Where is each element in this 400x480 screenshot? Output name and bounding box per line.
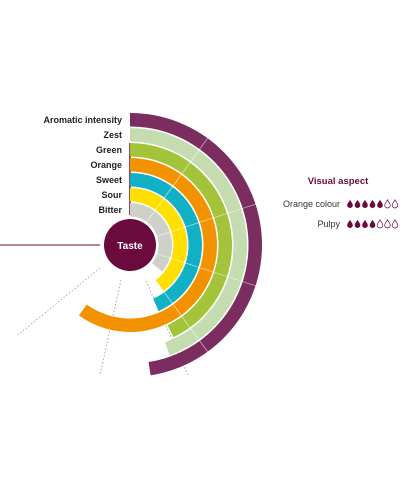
taste-arc — [78, 158, 217, 332]
scale-gridline — [155, 203, 256, 238]
scale-gridlines — [145, 137, 256, 353]
scale-gridline — [145, 137, 208, 224]
drop-filled-icon — [354, 219, 361, 228]
drop-filled-icon — [369, 199, 376, 208]
taste-axis-labels: Aromatic intensity Zest Green Orange Sweet So… — [43, 115, 122, 215]
taste-axis-label: Sweet — [96, 175, 122, 185]
drop-filled-icon — [354, 199, 361, 208]
taste-axis-label: Sour — [101, 190, 122, 200]
drop-filled-icon — [377, 199, 383, 208]
taste-arc — [130, 143, 233, 338]
taste-arc — [130, 113, 263, 376]
drop-filled-icon — [347, 199, 353, 208]
visual-aspect-label: Orange colour — [283, 199, 340, 209]
taste-arcs — [78, 113, 263, 376]
visual-aspect-title: Visual aspect — [308, 176, 369, 187]
taste-center-label: Taste — [117, 241, 143, 252]
drop-empty-icon — [384, 218, 391, 229]
drop-empty-icon — [384, 198, 391, 209]
taste-arc — [130, 188, 188, 292]
taste-center-circle — [104, 219, 156, 271]
drop-empty-icon — [376, 218, 384, 229]
scale-gridline — [155, 252, 256, 287]
drop-filled-icon — [369, 219, 376, 228]
taste-axis-label: Orange — [90, 160, 122, 170]
taste-axis-label: Aromatic intensity — [43, 115, 122, 125]
scale-gridline — [145, 266, 208, 353]
connector-dotted-line — [99, 279, 122, 376]
taste-axis-label: Zest — [103, 130, 122, 140]
visual-aspect-label: Pulpy — [317, 219, 340, 229]
drop-empty-icon — [391, 218, 399, 229]
taste-arc — [130, 173, 202, 312]
drop-filled-icon — [362, 199, 368, 208]
drop-filled-icon — [362, 219, 368, 228]
connector-dotted-line — [17, 267, 101, 336]
taste-axis-label: Bitter — [98, 205, 122, 215]
visual-aspect-panel: Visual aspect Orange colour Pulpy — [283, 176, 399, 229]
drop-filled-icon — [347, 219, 353, 228]
taste-axis-label: Green — [96, 145, 122, 155]
taste-arc — [130, 128, 247, 356]
drop-empty-icon — [391, 198, 399, 209]
taste-arc — [130, 203, 173, 272]
